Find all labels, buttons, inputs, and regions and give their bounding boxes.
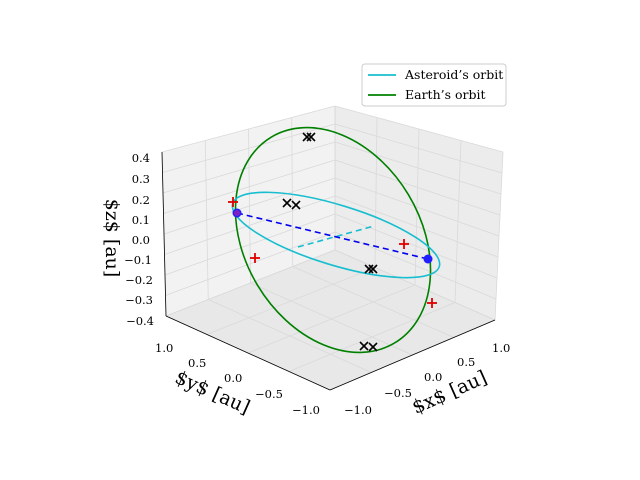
grid-line — [414, 128, 420, 286]
y-tick-label: 0.5 — [188, 356, 206, 370]
z-tick-label: −0.2 — [125, 273, 153, 287]
z-axis-edge — [161, 151, 167, 317]
grid-line — [292, 266, 454, 338]
black-x-marker — [282, 198, 301, 210]
asteroid-orbit-dashed-segment — [297, 225, 375, 248]
x-axis-edge — [329, 319, 496, 391]
grid-line — [334, 249, 496, 321]
z-tick-label: 0.3 — [132, 172, 150, 186]
y-axis-edge — [165, 315, 331, 391]
red-plus-marker — [399, 239, 409, 249]
x-tick-label: −0.5 — [384, 386, 412, 400]
z-tick-label: 0.4 — [132, 151, 150, 165]
legend-asteroid-label: Asteroid’s orbit — [404, 67, 503, 82]
grid-line — [454, 140, 462, 303]
connection-dashed-line — [236, 212, 429, 260]
z-tick-label: 0.0 — [132, 233, 150, 247]
right-pane — [335, 106, 503, 320]
floor-pane — [166, 250, 495, 390]
black-x-marker — [359, 341, 378, 352]
z-tick-label: −0.3 — [125, 293, 153, 307]
x-tick-label: 1.0 — [492, 341, 510, 355]
grid-line — [291, 117, 294, 267]
black-x-markers — [282, 132, 378, 352]
earth-orbit — [234, 126, 432, 354]
y-tick-label: −0.5 — [255, 387, 283, 401]
legend: Asteroid’s orbit Earth’s orbit — [361, 63, 507, 107]
tick-labels: −0.4 −0.3 −0.2 −0.1 0.0 0.1 0.2 0.3 0.4 … — [124, 151, 510, 417]
black-x-marker — [302, 132, 316, 142]
y-tick-label: −1.0 — [292, 403, 320, 417]
black-x-marker — [364, 264, 378, 274]
grid-line — [288, 302, 456, 372]
red-plus-marker — [228, 197, 238, 207]
z-tick-label: 0.2 — [132, 193, 150, 207]
blue-point — [423, 254, 433, 264]
red-plus-marker — [427, 298, 437, 308]
legend-earth-label: Earth’s orbit — [405, 87, 486, 102]
y-tick-label: 1.0 — [155, 341, 173, 355]
red-plus-markers — [228, 197, 437, 308]
x-tick-label: 0.5 — [457, 355, 475, 369]
grid-line — [204, 140, 209, 300]
axis-edges — [161, 151, 496, 391]
z-tick-label: 0.1 — [132, 213, 150, 227]
red-plus-marker — [250, 253, 260, 263]
purple-point — [234, 210, 240, 216]
x-axis-label: $x$ [au] — [409, 366, 490, 418]
grid-line — [247, 284, 416, 354]
z-tick-label: −0.4 — [126, 314, 154, 328]
z-tick-label: −0.1 — [124, 253, 152, 267]
grid-line — [374, 117, 378, 268]
legend-box — [361, 63, 507, 107]
x-tick-label: −1.0 — [344, 403, 372, 417]
earth-orbit-line — [234, 126, 432, 354]
x-tick-label: 0.0 — [424, 370, 442, 384]
z-axis-label: $z$ [au] — [101, 199, 123, 278]
y-tick-label: 0.0 — [224, 371, 242, 385]
grid-line — [494, 151, 504, 321]
